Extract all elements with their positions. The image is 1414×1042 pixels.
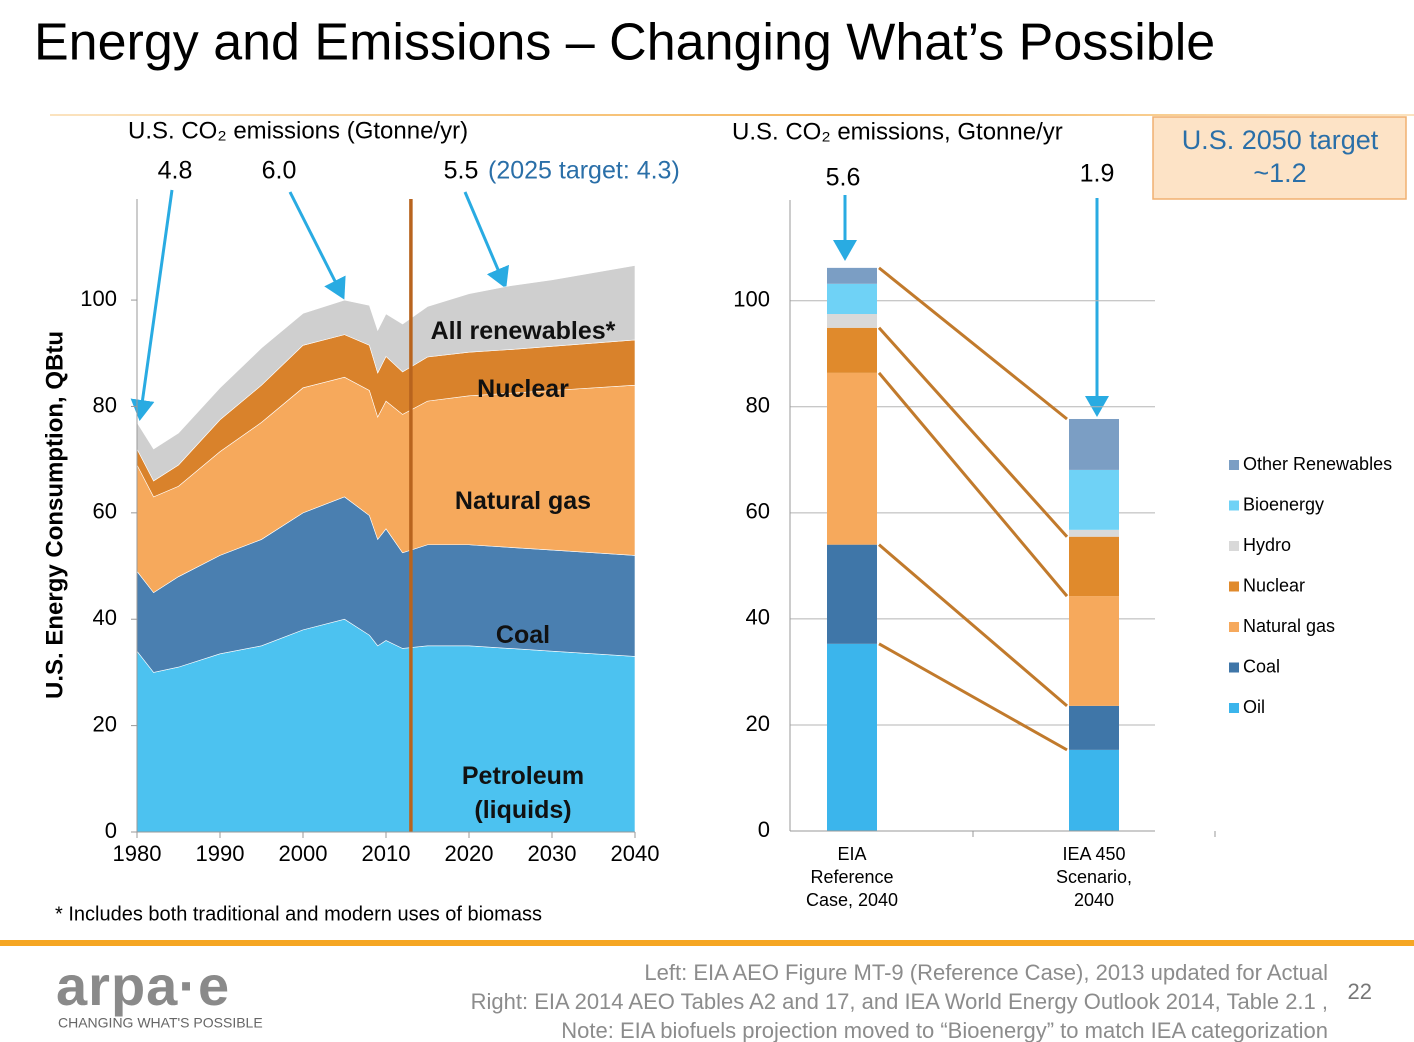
bar-segment: [1069, 536, 1119, 597]
legend-swatch: [1229, 541, 1239, 551]
slide-title: Energy and Emissions – Changing What’s P…: [34, 14, 1215, 72]
bar-segment: [1069, 705, 1119, 750]
legend-label: Other Renewables: [1243, 454, 1392, 474]
x-tick-label: 2040: [611, 841, 660, 866]
arrow: [130, 189, 174, 421]
bar-segment: [1069, 529, 1119, 537]
target-box-text: U.S. 2050 target ~1.2: [1181, 125, 1379, 188]
footer-band: [0, 940, 1414, 946]
legend-swatch: [1229, 581, 1239, 592]
legend-swatch: [1229, 460, 1239, 470]
x-tick-label: 2000: [279, 841, 328, 866]
connector: [878, 642, 1068, 752]
chart-title: U.S. CO₂ emissions (Gtonne/yr): [128, 117, 468, 144]
arrows: [130, 189, 1109, 421]
bar-segment: [827, 372, 877, 545]
connector: [877, 326, 1069, 538]
bar-segment: [827, 544, 877, 644]
emission-value: 5.6: [826, 164, 861, 192]
x-tick-label: 2010: [362, 841, 411, 866]
bar-segment: [827, 267, 877, 284]
target-box: [1152, 116, 1407, 200]
source-note: Left: EIA AEO Figure MT-9 (Reference Cas…: [644, 960, 1328, 985]
page-number: 22: [1348, 979, 1372, 1004]
bar-segment: [1069, 596, 1119, 706]
bar-segment: [1069, 418, 1119, 470]
y-tick-label: 0: [758, 817, 770, 842]
x-tick-label: 2030: [528, 841, 577, 866]
bar-segment: [827, 327, 877, 373]
bar-segment: [827, 283, 877, 315]
y-tick-label: 100: [733, 287, 770, 312]
arrow: [463, 191, 509, 289]
x-tick-label: 1980: [113, 841, 162, 866]
connector: [877, 371, 1069, 598]
category-label: IEA 450 Scenario, 2040: [1055, 844, 1133, 910]
x-tick-label: 2020: [445, 841, 494, 866]
legend-label: Nuclear: [1243, 575, 1305, 595]
y-tick-label: 60: [746, 499, 770, 524]
bar-segment: [1069, 749, 1119, 831]
target-note: (2025 target: 4.3): [488, 157, 680, 185]
y-tick-label: 20: [93, 711, 117, 736]
y-tick-label: 60: [93, 499, 117, 524]
tagline: CHANGING WHAT'S POSSIBLE: [58, 1015, 263, 1031]
y-tick-label: 80: [746, 393, 770, 418]
bar-segment: [827, 314, 877, 328]
logo: arpa·e: [56, 954, 230, 1017]
emission-value: 4.8: [158, 157, 193, 185]
bar-segment: [827, 643, 877, 831]
y-tick-label: 40: [746, 605, 770, 630]
area-label: Coal: [495, 621, 551, 649]
legend-label: Natural gas: [1243, 616, 1335, 636]
legend-swatch: [1229, 703, 1239, 713]
legend-swatch: [1229, 500, 1239, 511]
legend-label: Hydro: [1243, 535, 1291, 555]
area-label: Natural gas: [454, 487, 592, 515]
y-tick-label: 0: [105, 818, 117, 843]
x-tick-label: 1990: [196, 841, 245, 866]
legend-swatch: [1229, 662, 1239, 673]
area-label: All renewables*: [430, 317, 616, 345]
legend-label: Coal: [1243, 656, 1280, 676]
emission-value: 1.9: [1080, 160, 1115, 188]
legend-label: Bioenergy: [1243, 494, 1324, 514]
source-note: Right: EIA 2014 AEO Tables A2 and 17, an…: [471, 989, 1328, 1014]
chart-title: U.S. CO₂ emissions, Gtonne/yr: [732, 118, 1063, 145]
y-tick-label: 100: [80, 286, 117, 311]
y-tick-label: 20: [746, 711, 770, 736]
area-label: Nuclear: [477, 375, 569, 403]
emission-value: 5.5: [444, 157, 479, 185]
bar-segment: [1069, 469, 1119, 530]
y-tick-label: 80: [93, 392, 117, 417]
connector: [878, 266, 1068, 421]
area-label: Petroleum (liquids): [461, 762, 585, 824]
y-tick-label: 40: [93, 605, 117, 630]
y-axis-label: U.S. Energy Consumption, QBtu: [41, 331, 68, 699]
connector: [878, 543, 1068, 707]
category-label: EIA Reference Case, 2040: [805, 844, 899, 910]
emission-value: 6.0: [262, 157, 297, 185]
footnote: * Includes both traditional and modern u…: [55, 903, 542, 925]
source-note: Note: EIA biofuels projection moved to “…: [561, 1018, 1328, 1042]
legend-label: Oil: [1243, 697, 1265, 717]
legend-swatch: [1229, 622, 1239, 632]
arrow: [288, 191, 346, 300]
area: [136, 265, 636, 482]
header-rule: [50, 114, 1414, 116]
